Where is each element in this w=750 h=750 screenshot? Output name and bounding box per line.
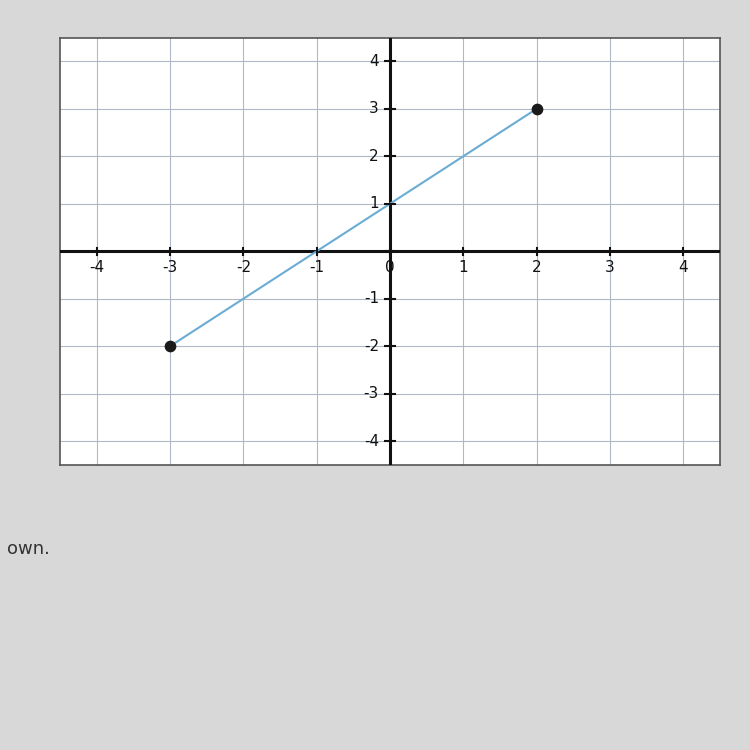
Text: -2: -2 — [236, 260, 251, 274]
Text: -3: -3 — [364, 386, 379, 401]
Text: 0: 0 — [386, 260, 394, 274]
Text: -2: -2 — [364, 339, 379, 354]
Text: 4: 4 — [369, 54, 379, 69]
Point — [531, 103, 543, 115]
Point — [164, 340, 176, 352]
Text: -3: -3 — [162, 260, 178, 274]
Text: own.: own. — [8, 540, 50, 558]
Text: 3: 3 — [369, 101, 379, 116]
Text: 4: 4 — [679, 260, 688, 274]
Text: 2: 2 — [369, 148, 379, 164]
Text: 1: 1 — [458, 260, 468, 274]
Text: -4: -4 — [364, 433, 379, 448]
Text: 2: 2 — [532, 260, 542, 274]
Text: -4: -4 — [89, 260, 104, 274]
Text: -1: -1 — [364, 291, 379, 306]
Text: -1: -1 — [309, 260, 324, 274]
Text: 1: 1 — [369, 196, 379, 211]
Text: 3: 3 — [605, 260, 615, 274]
